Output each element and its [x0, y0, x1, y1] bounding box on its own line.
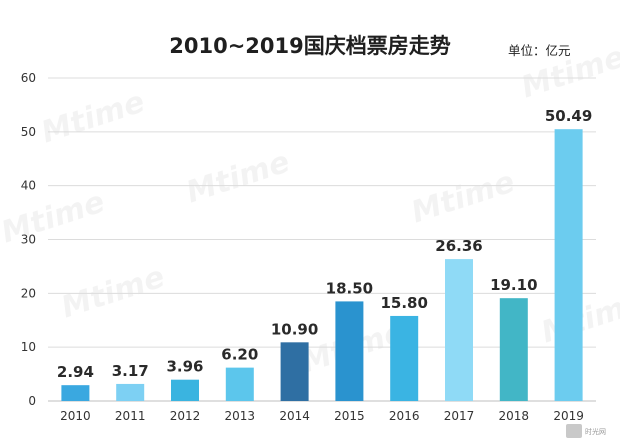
- x-tick-label-2019: 2019: [553, 409, 584, 423]
- y-tick-label: 30: [21, 233, 36, 247]
- value-label-2018: 19.10: [490, 276, 537, 294]
- chart-title: 2010~2019国庆档票房走势: [169, 34, 451, 58]
- bar-2011: [116, 383, 145, 401]
- value-label-2011: 3.17: [112, 362, 149, 380]
- bar-2015: [335, 301, 364, 401]
- logo-text: 时光网: [585, 427, 606, 436]
- value-label-2010: 2.94: [57, 363, 94, 381]
- bar-series: [61, 129, 583, 401]
- y-tick-label: 40: [21, 179, 36, 193]
- value-labels: 2.94 3.17 3.96 6.20 10.90 18.50 15.80 26.36 19.1…: [57, 107, 592, 381]
- y-tick-label: 20: [21, 286, 36, 300]
- bar-2012: [171, 379, 199, 401]
- bar-2019: [554, 129, 583, 401]
- x-tick-label-2016: 2016: [389, 409, 420, 423]
- x-tick-label-2015: 2015: [334, 409, 365, 423]
- mtime-logo-mark: 时光网: [566, 424, 606, 438]
- y-tick-label: 60: [21, 71, 36, 85]
- y-tick-label: 50: [21, 125, 36, 139]
- bar-2014: [280, 342, 309, 401]
- value-label-2017: 26.36: [435, 237, 482, 255]
- x-axis: 2010 2011 2012 2013 2014 2015 2016 2017 2018 2019: [60, 409, 584, 423]
- x-tick-label-2011: 2011: [115, 409, 146, 423]
- bar-2010: [61, 385, 90, 401]
- x-tick-label-2017: 2017: [444, 409, 475, 423]
- y-tick-label: 10: [21, 340, 36, 354]
- bar-2018: [499, 298, 528, 401]
- y-axis: 0 10 20 30 40 50 60: [21, 71, 36, 408]
- unit-label: 单位：亿元: [508, 43, 571, 58]
- value-label-2019: 50.49: [545, 107, 592, 125]
- x-tick-label-2014: 2014: [279, 409, 310, 423]
- bar-2016: [390, 315, 419, 401]
- value-label-2014: 10.90: [271, 320, 318, 338]
- value-label-2015: 18.50: [326, 279, 373, 297]
- bar-2017: [445, 259, 473, 401]
- value-label-2013: 6.20: [221, 346, 258, 364]
- x-tick-label-2018: 2018: [499, 409, 530, 423]
- x-tick-label-2012: 2012: [170, 409, 201, 423]
- logo-icon: [566, 424, 582, 438]
- y-tick-label: 0: [28, 394, 36, 408]
- value-label-2016: 15.80: [380, 294, 427, 312]
- value-label-2012: 3.96: [166, 358, 203, 376]
- x-tick-label-2013: 2013: [225, 409, 256, 423]
- x-tick-label-2010: 2010: [60, 409, 91, 423]
- bar-2013: [225, 367, 254, 401]
